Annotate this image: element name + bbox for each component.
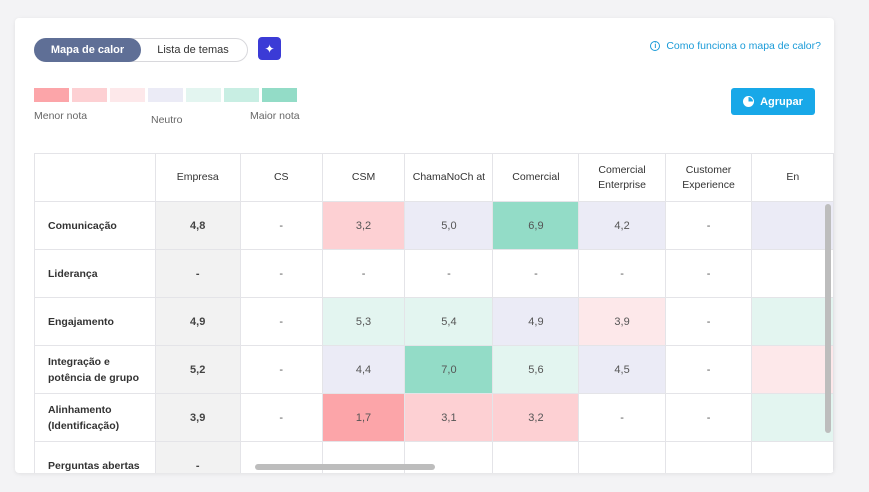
row-header: Comunicação [34, 201, 156, 250]
heatmap-cell[interactable] [492, 441, 580, 473]
heatmap-cell[interactable]: - [664, 345, 753, 394]
heatmap-cell[interactable]: - [321, 249, 406, 298]
heatmap-cell[interactable]: 5,3 [321, 297, 406, 346]
row-header: Integração e potência de grupo [34, 345, 156, 394]
heatmap-cell[interactable]: - [239, 201, 323, 250]
heatmap-card: Mapa de calor Lista de temas ✦ i Como fu… [15, 18, 834, 473]
heatmap-cell[interactable]: 4,8 [154, 201, 241, 250]
row-header: Engajamento [34, 297, 156, 346]
column-header[interactable]: Empresa [154, 153, 241, 202]
row-header: Perguntas abertas [34, 441, 156, 473]
table-row: Liderança - - - - - - - [34, 249, 834, 298]
legend-swatch [34, 88, 69, 102]
vertical-scrollbar[interactable] [825, 204, 831, 433]
heatmap-cell[interactable]: - [492, 249, 580, 298]
legend-swatch [72, 88, 107, 102]
sparkle-icon: ✦ [264, 41, 275, 56]
heatmap-cell[interactable]: 4,2 [578, 201, 666, 250]
heatmap-cell[interactable]: - [239, 249, 323, 298]
legend-swatch [110, 88, 145, 102]
corner-cell [34, 153, 156, 202]
help-link[interactable]: i Como funciona o mapa de calor? [650, 40, 821, 52]
table-row: Engajamento 4,9-5,3 5,4 4,9 3,9- [34, 297, 834, 346]
heatmap-cell[interactable]: - [239, 297, 323, 346]
legend-swatch [262, 88, 297, 102]
heatmap-cell[interactable] [664, 441, 753, 473]
help-link-text: Como funciona o mapa de calor? [666, 40, 821, 52]
tab-themes[interactable]: Lista de temas [157, 44, 229, 56]
heatmap-cell[interactable]: 1,7 [321, 393, 406, 442]
view-toggle: Mapa de calor Lista de temas [34, 38, 248, 62]
heatmap-cell[interactable]: 4,4 [321, 345, 406, 394]
heatmap-cell[interactable] [751, 441, 834, 473]
legend-swatch [186, 88, 221, 102]
legend-min-label: Menor nota [34, 110, 88, 122]
heatmap-cell[interactable]: 3,2 [321, 201, 406, 250]
heatmap-cell[interactable]: 5,4 [404, 297, 494, 346]
heatmap-cell[interactable] [751, 249, 834, 298]
heatmap-cell[interactable]: 4,9 [492, 297, 580, 346]
group-button-label: Agrupar [760, 95, 803, 108]
pie-chart-icon [743, 96, 755, 107]
heatmap-cell[interactable]: 4,5 [578, 345, 666, 394]
heatmap-cell[interactable]: 5,2 [154, 345, 241, 394]
info-icon: i [650, 41, 661, 51]
heatmap-cell[interactable] [578, 441, 666, 473]
legend-max-label: Maior nota [250, 110, 300, 122]
column-header[interactable]: Comercial [492, 153, 580, 202]
heatmap-cell[interactable]: - [578, 249, 666, 298]
heatmap-cell[interactable]: - [664, 249, 753, 298]
heatmap-cell[interactable] [751, 393, 834, 442]
legend-swatch [148, 88, 183, 102]
column-header[interactable]: CS [239, 153, 323, 202]
heatmap-cell[interactable]: - [404, 249, 494, 298]
table-row: Alinhamento (Identificação) 3,9-1,7 3,1 3,2… [34, 393, 834, 442]
heatmap-cell[interactable]: 3,2 [492, 393, 580, 442]
column-header[interactable]: ChamaNoCh at [404, 153, 494, 202]
heatmap-cell[interactable]: - [664, 297, 753, 346]
heatmap-grid[interactable]: Empresa CS CSM ChamaNoCh at Comercial Comerci… [34, 153, 834, 473]
heatmap-cell[interactable] [751, 345, 834, 394]
legend-neutral-label: Neutro [151, 114, 183, 126]
row-header: Alinhamento (Identificação) [34, 393, 156, 442]
tab-heatmap[interactable]: Mapa de calor [34, 38, 141, 62]
table-row: Comunicação 4,8-3,2 5,0 6,9 4,2- [34, 201, 834, 250]
heatmap-cell[interactable]: 4,9 [154, 297, 241, 346]
heatmap-cell[interactable]: 3,9 [154, 393, 241, 442]
ai-sparkle-button[interactable]: ✦ [258, 37, 281, 60]
horizontal-scrollbar[interactable] [255, 464, 435, 470]
table-row: Integração e potência de grupo 5,2-4,4 7,0… [34, 345, 834, 394]
heatmap-cell[interactable] [751, 201, 834, 250]
heatmap-cell[interactable]: - [664, 393, 753, 442]
column-header[interactable]: CSM [321, 153, 406, 202]
heatmap-cell[interactable]: - [664, 201, 753, 250]
column-header[interactable]: En [751, 153, 834, 202]
row-header: Liderança [34, 249, 156, 298]
heatmap-cell[interactable]: - [239, 345, 323, 394]
heatmap-cell[interactable]: 5,6 [492, 345, 580, 394]
legend-swatch [224, 88, 259, 102]
heatmap-cell[interactable]: 5,0 [404, 201, 494, 250]
heatmap-cell[interactable]: 7,0 [404, 345, 494, 394]
heatmap-cell[interactable]: - [578, 393, 666, 442]
group-button[interactable]: Agrupar [731, 88, 815, 115]
heatmap-cell[interactable]: 3,1 [404, 393, 494, 442]
heatmap-cell[interactable]: - [154, 249, 241, 298]
heatmap-cell[interactable]: - [154, 441, 241, 473]
heatmap-cell[interactable]: 6,9 [492, 201, 580, 250]
column-header[interactable]: Customer Experience [664, 153, 753, 202]
heatmap-cell[interactable]: - [239, 393, 323, 442]
heatmap-cell[interactable]: 3,9 [578, 297, 666, 346]
heatmap-cell[interactable] [751, 297, 834, 346]
column-header[interactable]: Comercial Enterprise [578, 153, 666, 202]
heat-legend [34, 88, 297, 102]
